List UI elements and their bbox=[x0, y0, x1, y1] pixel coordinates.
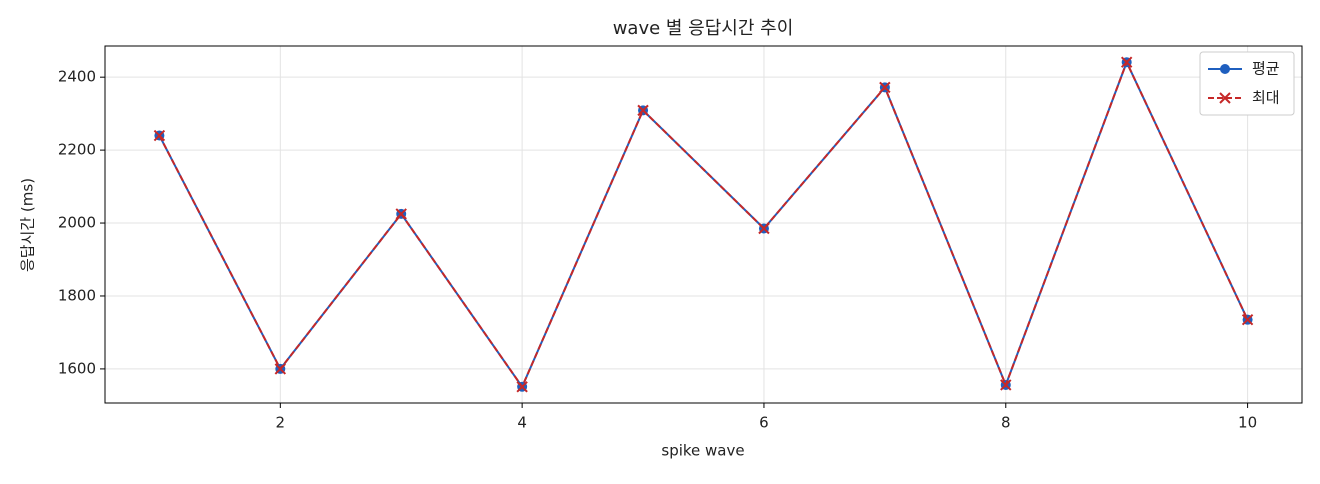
legend-marker bbox=[1219, 92, 1231, 104]
y-tick-label: 1600 bbox=[58, 359, 96, 377]
marker bbox=[1000, 379, 1012, 391]
data-line bbox=[158, 59, 1249, 389]
x-tick-label: 2 bbox=[276, 414, 286, 432]
marker bbox=[879, 81, 891, 94]
x-tick-label: 4 bbox=[517, 414, 527, 432]
y-tick-label: 2000 bbox=[58, 214, 96, 232]
marker bbox=[516, 381, 528, 393]
marker bbox=[1241, 313, 1254, 326]
x-tick-label: 10 bbox=[1238, 414, 1257, 432]
marker bbox=[274, 363, 287, 375]
chart-title: wave 별 응답시간 추이 bbox=[613, 18, 794, 39]
x-tick-label: 6 bbox=[759, 414, 769, 432]
y-axis-label: 응답시간 (ms) bbox=[19, 178, 37, 272]
data-line bbox=[158, 59, 1249, 389]
legend-label: 평균 bbox=[1252, 60, 1280, 78]
plot-frame bbox=[104, 45, 1303, 404]
y-tick-label: 2400 bbox=[58, 68, 96, 86]
marker bbox=[637, 104, 649, 117]
legend-label: 최대 bbox=[1252, 89, 1280, 107]
y-tick-label: 1800 bbox=[58, 286, 96, 304]
x-tick-label: 8 bbox=[1001, 414, 1011, 432]
y-tick-label: 2200 bbox=[58, 141, 96, 159]
legend-box bbox=[1199, 51, 1295, 116]
marker bbox=[395, 208, 407, 220]
marker bbox=[153, 129, 166, 142]
marker bbox=[758, 222, 770, 235]
legend-marker bbox=[1220, 64, 1230, 74]
x-axis-label: spike wave bbox=[661, 442, 744, 460]
marker bbox=[1120, 56, 1133, 68]
